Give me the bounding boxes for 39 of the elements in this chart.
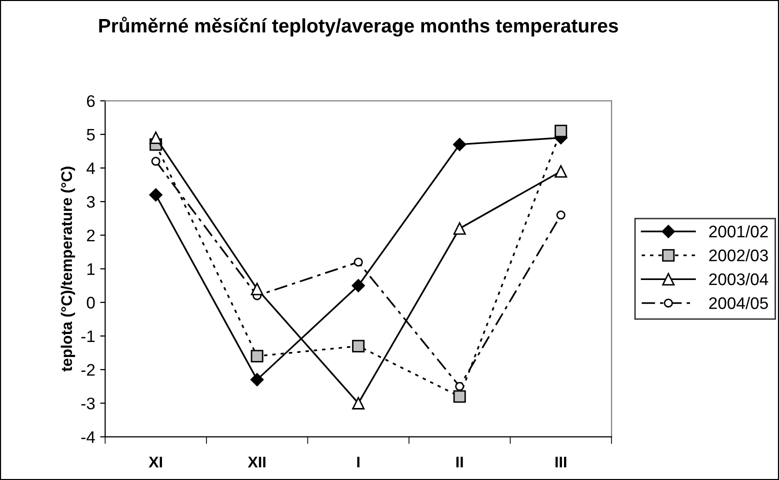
point	[149, 188, 162, 202]
point	[250, 350, 264, 362]
point	[250, 373, 264, 386]
legend-label: 2003/04	[709, 272, 768, 286]
legend-label: 2002/03	[709, 249, 768, 262]
x-tick-label: II	[456, 456, 463, 468]
point	[150, 132, 162, 144]
y-tick-label: -3	[81, 398, 95, 410]
legend-label: 2004/05	[709, 296, 768, 310]
y-tick-label: 4	[86, 162, 95, 174]
legend-label: 2001/02	[709, 225, 768, 238]
point	[554, 165, 568, 178]
x-tick-label: XII	[248, 456, 266, 468]
point	[352, 396, 365, 410]
point	[554, 124, 568, 138]
point	[453, 138, 466, 152]
point	[352, 279, 365, 292]
y-tick-label: -4	[81, 431, 95, 443]
point	[250, 282, 264, 296]
point	[455, 382, 464, 391]
point	[151, 156, 160, 166]
y-tick-label: 1	[87, 263, 95, 275]
point	[453, 222, 466, 235]
x-tick-label: III	[556, 456, 566, 468]
x-tick-label: I	[357, 456, 360, 468]
y-tick-label: -1	[81, 330, 95, 342]
chart-title: Průměrné měsíční teploty/average months temperatures	[99, 16, 618, 37]
y-axis-title: teplota (°C)/temperature (°C)	[60, 166, 76, 372]
y-tick-label: 3	[86, 196, 95, 208]
y-tick-label: 0	[86, 296, 95, 309]
y-tick-label: 6	[87, 95, 95, 108]
y-tick-label: 2	[87, 230, 95, 242]
point	[352, 340, 365, 352]
y-tick-label: -2	[81, 364, 95, 376]
point	[556, 210, 566, 220]
point	[354, 258, 363, 267]
point	[453, 390, 466, 403]
x-tick-label: XI	[148, 456, 162, 468]
y-tick-label: 5	[86, 128, 95, 141]
